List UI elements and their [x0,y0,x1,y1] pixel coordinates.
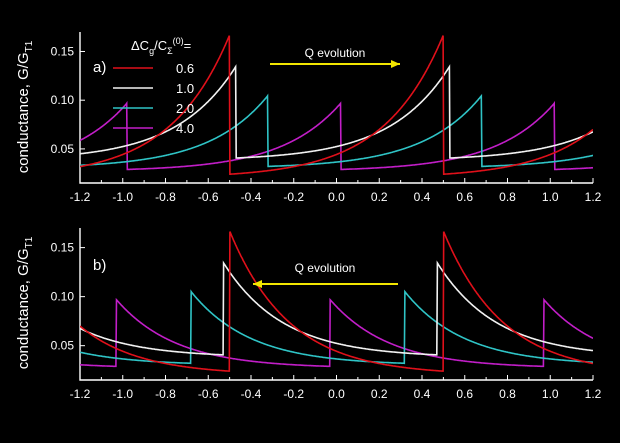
x-tick-label: -0.2 [283,387,304,401]
legend-entry-label: 4.0 [176,121,194,136]
series-line-2-0 [80,289,593,365]
y-axis-label: conductance, G/GT1 [15,236,35,369]
x-tick-label: -1.2 [70,190,91,204]
x-tick-label: 0.2 [371,190,388,204]
series-line-1-0 [80,260,593,356]
legend-entry-label: 1.0 [176,81,194,96]
x-tick-label: 0.4 [414,190,431,204]
y-tick-label: 0.05 [51,142,75,156]
y-tick-label: 0.15 [51,241,75,255]
q-evolution-arrow: Q evolution [253,261,398,288]
series-line-0-6 [80,35,593,175]
series-line-0-6 [80,231,593,372]
legend: ΔCg/CΣ(0)= 0.6 1.0 2.0 4.0 [113,36,194,136]
legend-title: ΔCg/CΣ(0)= [131,36,191,56]
x-tick-label: -0.8 [155,387,176,401]
x-tick-label: -0.4 [241,190,262,204]
y-tick-label: 0.05 [51,339,75,353]
axis-frame [79,228,593,381]
x-tick-label: 0.4 [414,387,431,401]
x-tick-label: 0.6 [456,387,473,401]
x-tick-label: 1.0 [542,190,559,204]
panel-label: a) [93,59,106,76]
x-tick-label: 0.6 [456,190,473,204]
x-tick-label: 0.2 [371,387,388,401]
q-evolution-label: Q evolution [295,261,356,275]
series-line-4-0 [80,297,593,368]
q-evolution-label: Q evolution [305,46,366,60]
x-tick-label: 0.8 [499,387,516,401]
x-tick-label: -1.0 [112,190,133,204]
x-tick-label: 1.0 [542,387,559,401]
x-tick-label: 1.2 [585,190,602,204]
panel-label: b) [93,257,106,274]
x-tick-label: -0.8 [155,190,176,204]
arrow-head [253,280,262,288]
x-tick-label: 0.0 [328,190,345,204]
x-tick-label: -0.6 [198,190,219,204]
legend-entry-label: 2.0 [176,101,194,116]
x-tick-label: -1.0 [112,387,133,401]
x-tick-label: 0.8 [499,190,516,204]
x-tick-label: -1.2 [70,387,91,401]
x-tick-label: 0.0 [328,387,345,401]
x-tick-label: -0.4 [241,387,262,401]
panel-b: -1.2 -1.0 -0.8 -0.6 -0.4 -0.2 0.0 0.2 0.4 0.6 0.8 1… [15,228,602,401]
x-tick-label: -0.2 [283,190,304,204]
x-tick-label: -0.6 [198,387,219,401]
series-line-1-0 [80,64,593,159]
arrow-head [391,60,400,68]
x-tick-label: 1.2 [585,387,602,401]
series-line-4-0 [80,100,593,171]
legend-entry-label: 0.6 [176,61,194,76]
y-axis-label: conductance, G/GT1 [15,40,35,173]
series-line-2-0 [80,93,593,168]
panel-a: -1.2 -1.0 -0.8 -0.6 -0.4 -0.2 0.0 0.2 0.4 0.6 0.8 1… [15,32,602,204]
y-tick-label: 0.15 [51,44,75,58]
q-evolution-arrow: Q evolution [270,46,400,68]
y-tick-label: 0.10 [51,93,75,107]
y-tick-label: 0.10 [51,290,75,304]
